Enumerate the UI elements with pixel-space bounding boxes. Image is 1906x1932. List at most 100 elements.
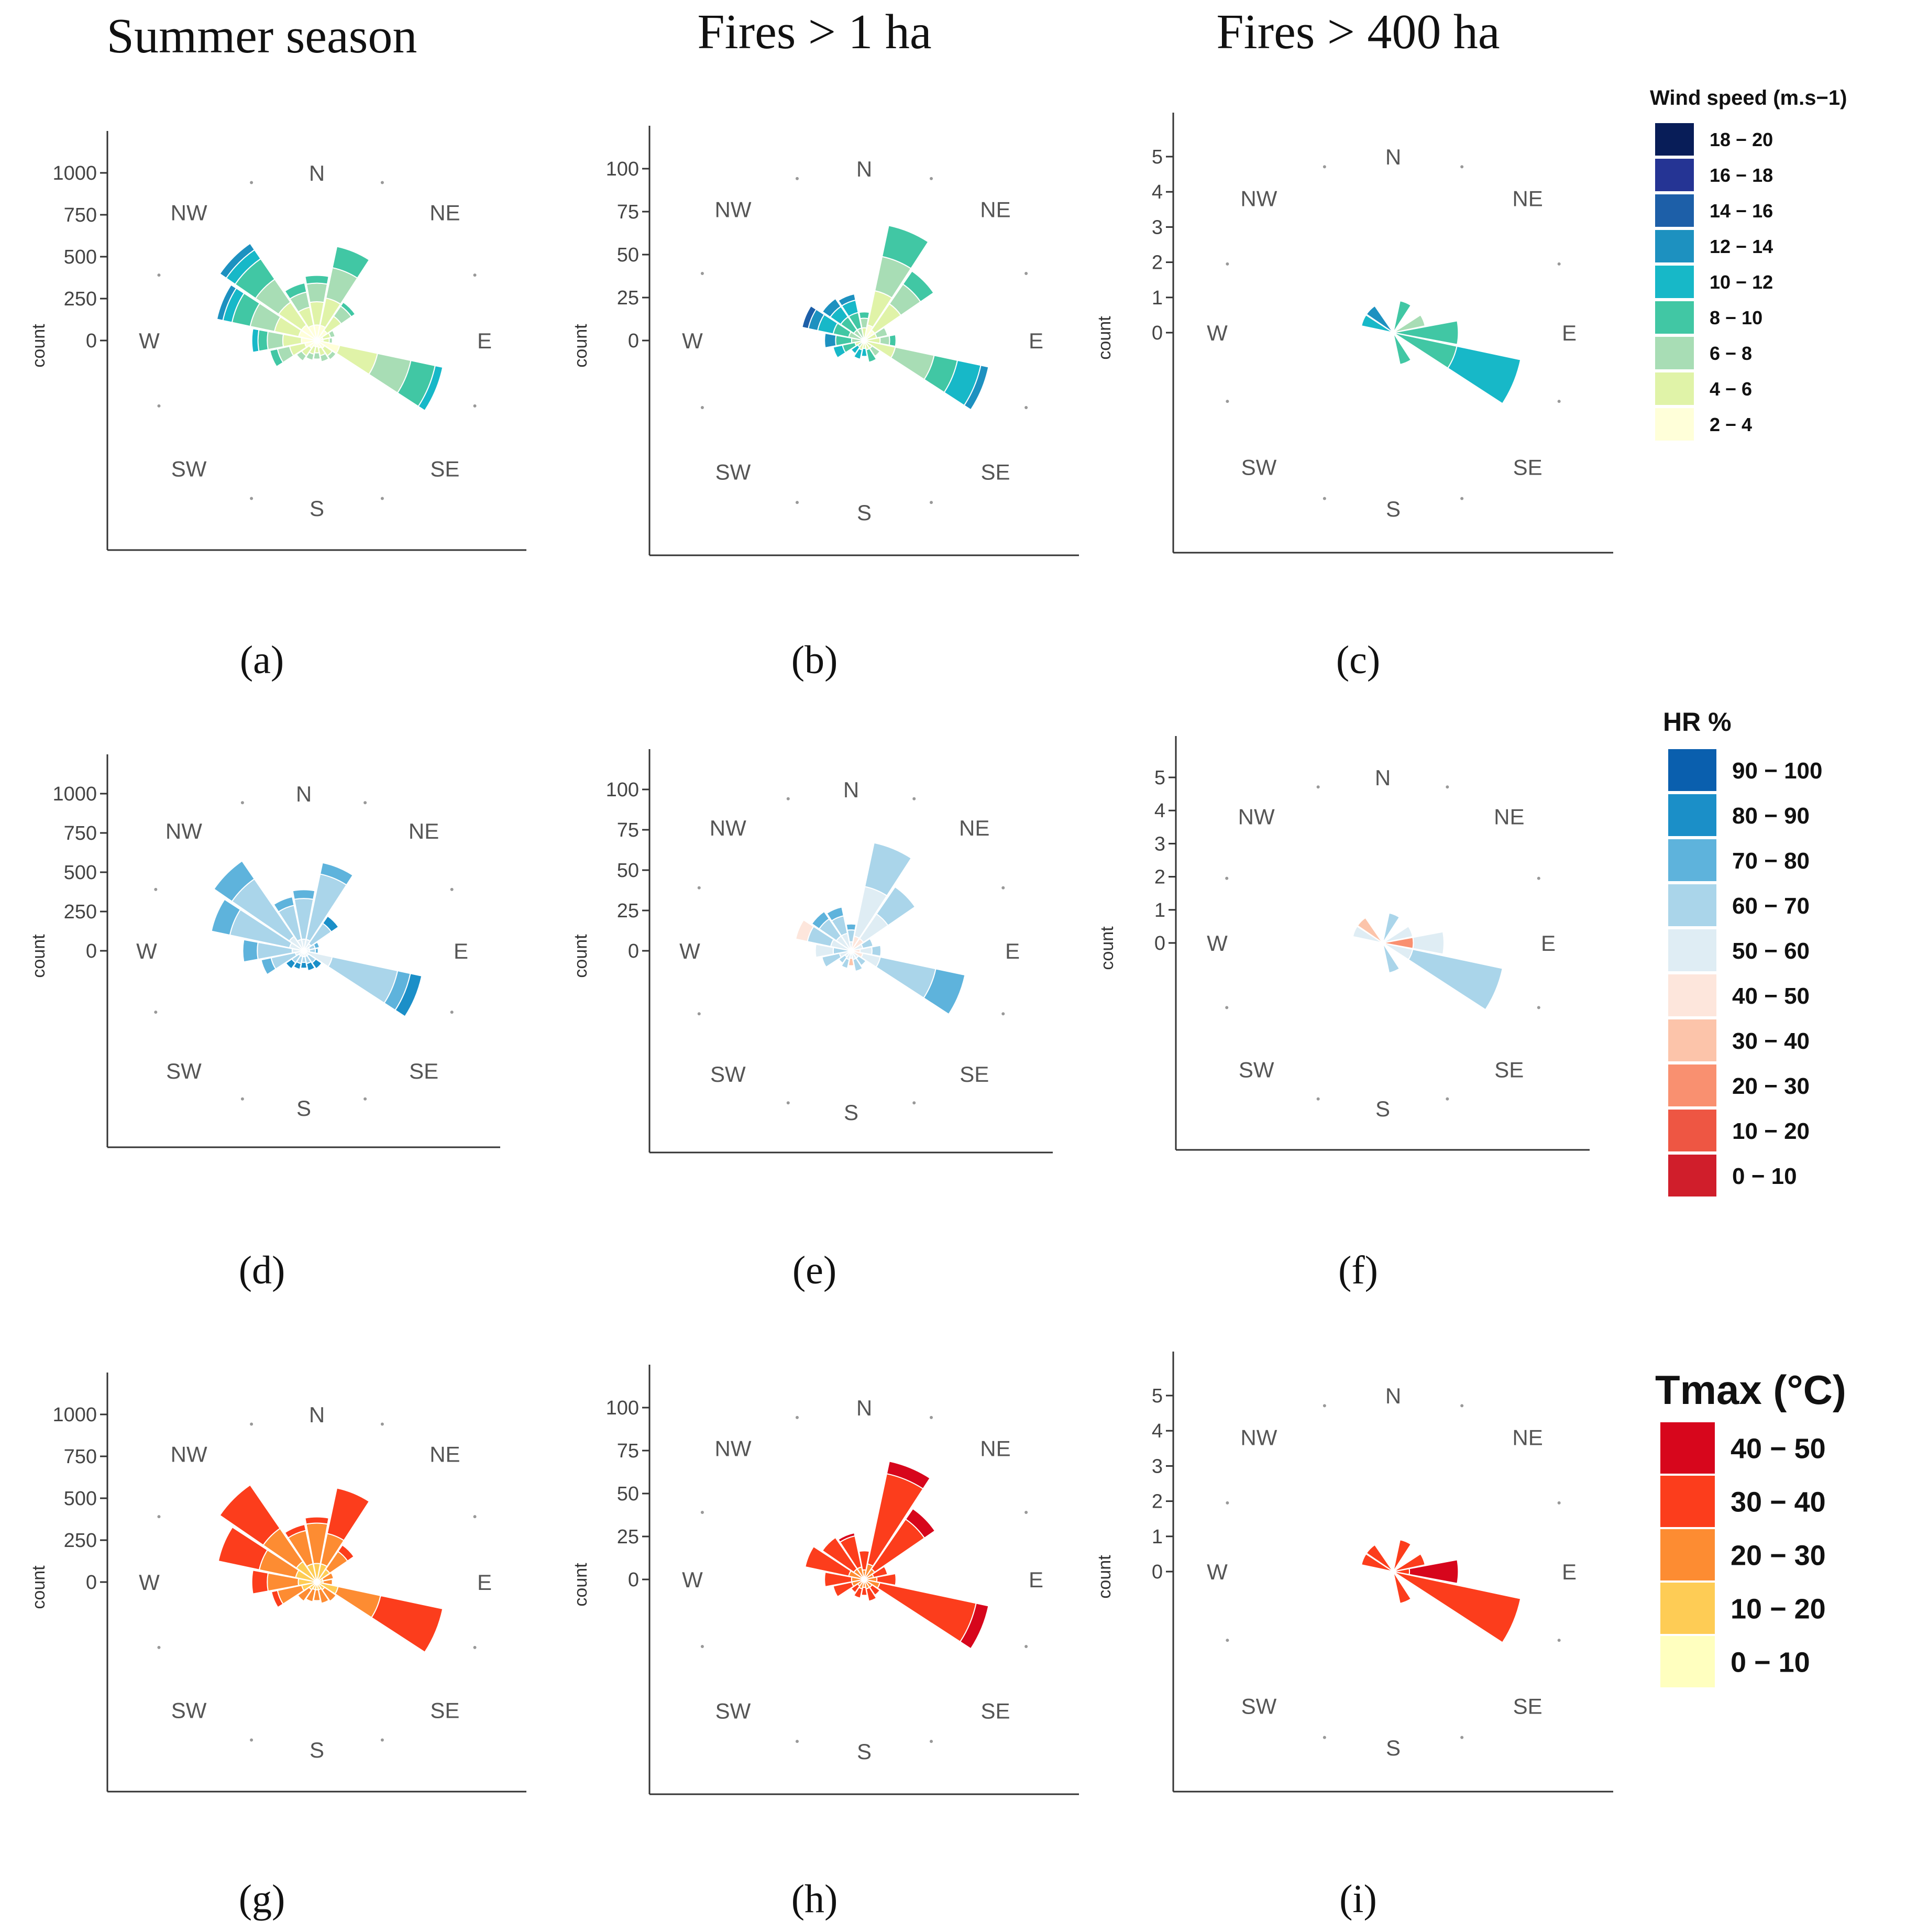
legend-label: 14 − 16 [1710,200,1773,222]
rose-wedge-segment [858,311,871,320]
grid-dot [157,1645,161,1649]
legend-0: Wind speed (m.s−1) 18 − 20 16 − 18 14 − 16 1… [1650,86,1847,441]
legend-swatch [1655,123,1694,156]
y-tick-label: 75 [617,819,639,841]
rose-wedge-segment [219,1484,281,1546]
grid-dot [930,1740,933,1743]
chart-panel-d: 0 250 500 750 1000 count N NE E SE S SW W NW (d) [29,754,500,1292]
grid-dot [473,1645,477,1649]
panel-caption: (g) [239,1877,285,1921]
chart-panel-g: 0 250 500 750 1000 count N NE E SE S SW W NW (g) [29,1373,526,1921]
rose-wedge-segment [1393,300,1412,333]
chart-panel-b: 0 25 50 75 100 count N NE E SE S SW W NW (b) [571,126,1079,682]
direction-label: NE [429,1442,460,1467]
grid-dot [473,1515,477,1519]
legend-label: 16 − 18 [1710,164,1773,186]
direction-label: S [857,500,872,525]
rose-wedge-segment [273,896,295,913]
rose-wedge-segment [1408,1559,1459,1584]
rose-wedge-segment [1407,948,1503,1011]
legend-swatch [1668,929,1716,971]
grid-dot [930,501,933,504]
y-tick-label: 2 [1152,1491,1163,1513]
y-tick-label: 5 [1154,767,1165,789]
grid-dot [250,181,254,184]
direction-label: W [139,328,160,353]
grid-dot [240,801,244,805]
panel-caption: (h) [791,1877,838,1921]
rose-wedge-segment [824,333,837,348]
legend-label: 10 − 20 [1732,1118,1810,1144]
y-tick-label: 100 [606,158,639,180]
direction-label: NE [1494,805,1524,829]
grid-dot [1226,400,1229,403]
direction-label: N [843,777,859,802]
direction-label: E [477,328,492,353]
grid-dot [1460,1736,1464,1739]
grid-dot [697,886,701,890]
rose-wedge-segment [959,1602,989,1650]
legend-label: 30 − 40 [1731,1486,1826,1518]
grid-dot [795,1740,799,1743]
legend-label: 4 − 6 [1710,378,1752,400]
grid-dot [450,1011,454,1014]
legend-group: Wind speed (m.s−1) 18 − 20 16 − 18 14 − 16 1… [1650,86,1847,1687]
panel-grid: 02505007501000countNNEESESSWWNW(a)025507… [29,113,1613,1921]
rose-wedge-segment [260,957,277,975]
direction-label: NE [959,816,989,840]
y-tick-label: 500 [64,862,97,884]
grid-dot [1537,1006,1540,1009]
grid-dot [380,497,384,500]
y-tick-label: 250 [64,1530,97,1552]
direction-label: N [856,157,872,181]
y-tick-label: 0 [1152,322,1163,344]
rose-wedge-segment [1393,332,1412,365]
column-title-fires-400ha: Fires > 400 ha [1216,5,1500,59]
grid-dot [795,1415,799,1419]
legend-label: 20 − 30 [1731,1540,1826,1571]
y-tick-label: 5 [1152,146,1163,168]
legend-swatch [1668,1019,1716,1061]
y-tick-label: 1 [1152,1526,1163,1548]
direction-label: SW [715,1698,751,1723]
y-tick-label: 5 [1152,1385,1163,1407]
direction-label: SE [960,1062,989,1086]
rose-wedge-segment [1393,314,1426,333]
direction-label: E [1029,328,1043,353]
legend-title: Tmax (°C) [1655,1367,1846,1413]
y-tick-label: 1000 [52,783,97,805]
grid-dot [912,1101,916,1105]
y-tick-label: 50 [617,244,639,266]
rose-wedge-segment [881,225,929,269]
legend-swatch [1655,301,1694,334]
rose-wedge-segment [211,898,241,936]
rose-wedge-segment [219,243,256,279]
y-tick-label: 3 [1154,833,1165,855]
direction-label: SW [166,1059,202,1083]
chart-panel-c: 0 1 2 3 4 5 count N NE E SE S SW W NW (c) [1095,113,1613,682]
panel-caption: (i) [1339,1877,1377,1921]
rose-wedge-segment [801,305,817,330]
legend-label: 50 − 60 [1732,938,1810,964]
grid-dot [363,1097,367,1101]
direction-label: E [454,939,468,963]
grid-dot [700,1645,704,1649]
grid-dot [1446,785,1449,789]
direction-label: N [856,1396,872,1420]
legend-swatch [1660,1476,1715,1527]
direction-label: NW [715,1436,752,1461]
y-tick-label: 25 [617,900,639,922]
direction-label: E [1562,1560,1577,1584]
y-axis-label: count [571,1563,591,1607]
grid-dot [250,1422,254,1426]
panel-caption: (d) [239,1248,285,1292]
rose-wedge-segment [1357,917,1383,943]
legend-label: 40 − 50 [1732,983,1810,1009]
legend-label: 90 − 100 [1732,758,1823,784]
direction-label: NW [1238,805,1275,829]
rose-wedge-segment [284,282,307,300]
legend-swatch [1655,230,1694,262]
legend-label: 30 − 40 [1732,1028,1810,1054]
grid-dot [154,1011,158,1014]
grid-dot [786,797,790,800]
